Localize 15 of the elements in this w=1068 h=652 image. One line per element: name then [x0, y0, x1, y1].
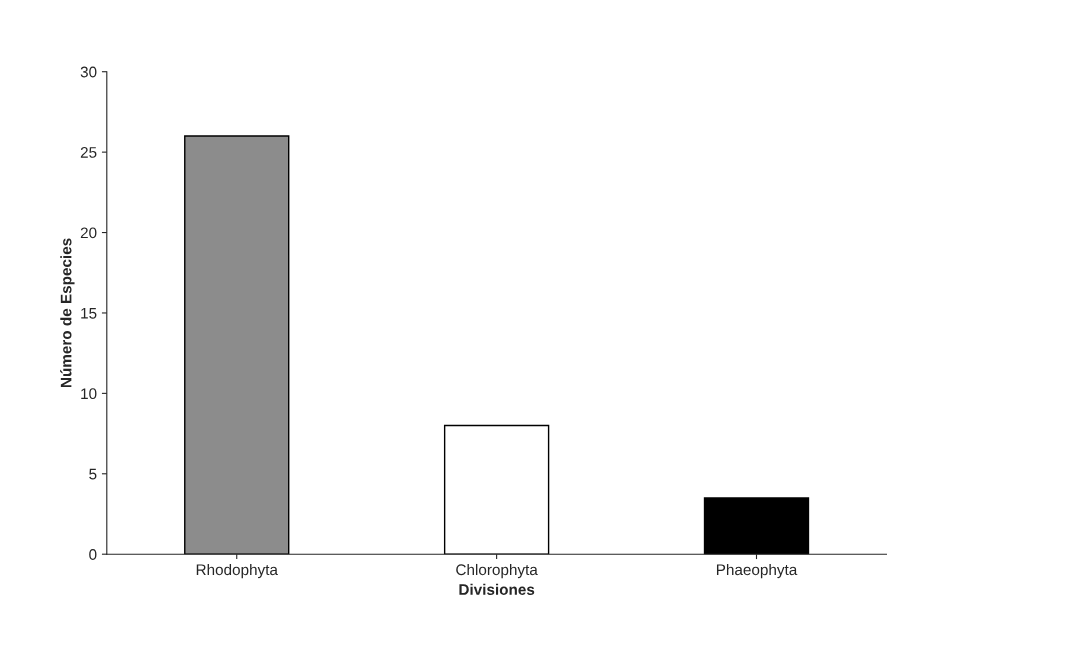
y-axis-title: Número de Especies [60, 238, 75, 388]
bar [184, 135, 290, 555]
y-tick-label: 0 [89, 549, 97, 560]
bar [703, 497, 810, 555]
y-tick-label: 30 [80, 66, 97, 78]
y-tick-label: 15 [81, 307, 97, 319]
y-tick-label: 20 [80, 227, 97, 239]
x-axis-title: Divisiones [459, 583, 535, 595]
bar [443, 424, 550, 555]
x-tick-label: Phaeophyta [716, 563, 798, 579]
y-tick-label: 10 [81, 388, 97, 400]
y-tick-label: 25 [80, 147, 97, 158]
x-tick-label: Chlorophyta [456, 563, 538, 579]
y-tick-label: 5 [89, 468, 97, 480]
x-tick-label: Rhodophyta [196, 563, 278, 579]
